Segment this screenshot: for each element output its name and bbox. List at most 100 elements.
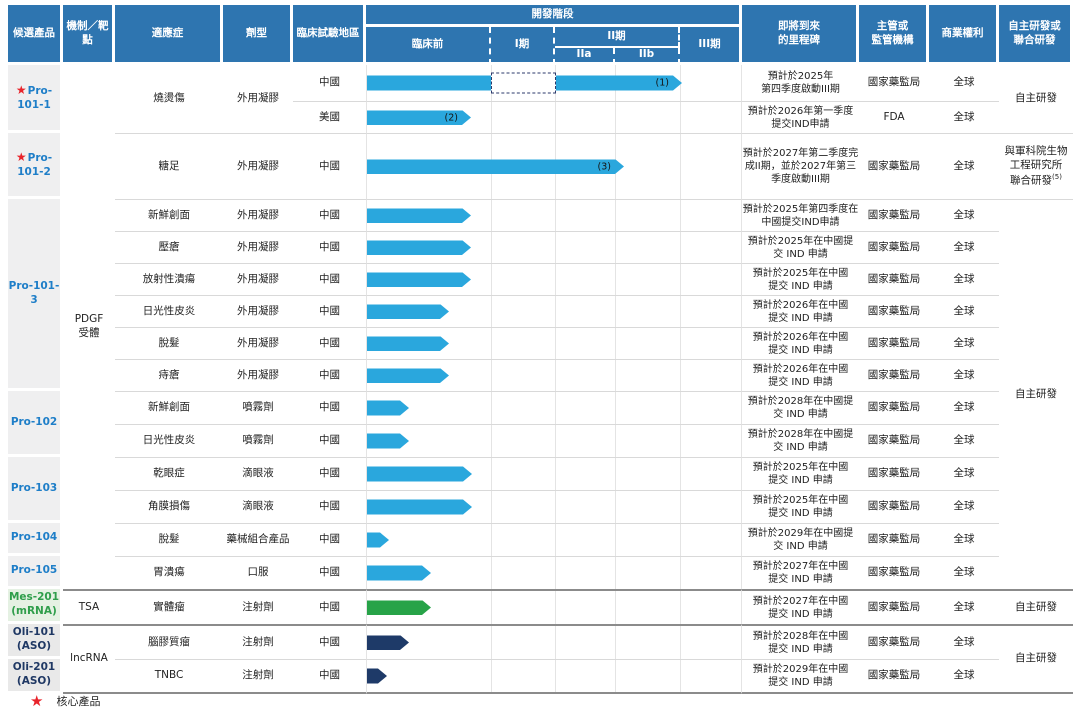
dosage-cell: 注射劑 — [223, 589, 293, 624]
agency-cell: 國家藥監局 — [859, 556, 929, 589]
header-stage-group: 開發階段 — [366, 5, 742, 27]
milestone-cell: 預計於2026年在中國 提交 IND 申請 — [742, 327, 859, 359]
indication-cell: TNBC — [115, 659, 223, 694]
bar-note: (3) — [597, 161, 611, 172]
dosage-cell: 注射劑 — [223, 624, 293, 659]
rights-cell: 全球 — [929, 589, 999, 624]
indication-cell: 放射性潰瘍 — [115, 263, 223, 295]
stage-track-cell — [366, 457, 742, 490]
rights-cell: 全球 — [929, 327, 999, 359]
rights-cell: 全球 — [929, 133, 999, 199]
rights-cell: 全球 — [929, 523, 999, 556]
milestone-cell: 預計於2025年在中國 提交 IND 申請 — [742, 490, 859, 523]
milestone-cell: 預計於2025年在中國提 交 IND 申請 — [742, 231, 859, 263]
header-phase1: I期 — [491, 27, 555, 65]
indication-cell: 壓瘡 — [115, 231, 223, 263]
product-name: Pro-102 — [10, 415, 58, 428]
core-product-star-icon: ★ — [15, 82, 27, 97]
rnd-cell: 自主研發 — [1015, 92, 1057, 105]
core-product-star-icon: ★ — [15, 149, 27, 164]
progress-bar — [367, 208, 471, 223]
rights-cell: 全球 — [929, 199, 999, 231]
core-product-star-icon: ★ — [30, 692, 44, 710]
agency-cell: 國家藥監局 — [859, 391, 929, 424]
milestone-cell: 預計於2025年在中國 提交 IND 申請 — [742, 457, 859, 490]
stage-track-cell — [366, 391, 742, 424]
stage-track-cell — [366, 424, 742, 457]
milestone-cell: 預計於2026年在中國 提交 IND 申請 — [742, 295, 859, 327]
region-cell: 中國 — [293, 327, 366, 359]
stage-track-cell: (2) — [366, 101, 742, 133]
progress-bar: (2) — [367, 110, 471, 125]
region-cell: 中國 — [319, 76, 340, 89]
joint-rnd-text: 與軍科院生物 工程研究所 聯合研發 — [1004, 145, 1068, 187]
dosage-cell: 外用凝膠 — [223, 199, 293, 231]
product-name: Mes-201 (mRNA) — [8, 591, 60, 617]
dosage-cell: 外用凝膠 — [223, 327, 293, 359]
region-cell: 中國 — [293, 659, 366, 694]
rights-cell: 全球 — [929, 624, 999, 659]
progress-bar — [367, 467, 472, 482]
dosage-cell: 外用凝膠 — [223, 295, 293, 327]
rights-cell: 全球 — [929, 457, 999, 490]
agency-cell: 國家藥監局 — [859, 624, 929, 659]
milestone-cell: 預計於2027年在中國 提交 IND 申請 — [742, 589, 859, 624]
progress-bar — [367, 336, 449, 351]
rights-cell: 全球 — [929, 359, 999, 391]
region-cell: 中國 — [293, 199, 366, 231]
indication-cell: 糖足 — [115, 133, 223, 199]
rights-cell: 全球 — [953, 76, 975, 89]
agency-cell: 國家藥監局 — [859, 659, 929, 694]
legend-label: 核心產品 — [56, 695, 101, 708]
agency-cell: 國家藥監局 — [859, 589, 929, 624]
stage-track-cell: (1) — [366, 65, 742, 101]
indication-cell: 燒燙傷 — [153, 92, 185, 105]
dosage-cell: 注射劑 — [223, 659, 293, 694]
header-agency: 主管或 監管機構 — [859, 5, 929, 65]
rights-cell: 全球 — [929, 391, 999, 424]
progress-bar — [367, 272, 471, 287]
agency-cell: 國家藥監局 — [867, 76, 921, 89]
indication-cell: 腦膠質瘤 — [115, 624, 223, 659]
header-rights: 商業權利 — [929, 5, 999, 65]
rnd-cell: 自主研發 — [999, 589, 1073, 624]
stage-track-cell — [366, 523, 742, 556]
region-cell: 美國 — [293, 101, 366, 133]
progress-bar — [367, 368, 449, 383]
product-name: Oli-201 (ASO) — [12, 661, 56, 687]
indication-cell: 脫髮 — [115, 523, 223, 556]
milestone-cell: 預計於2029年在中國 提交 IND 申請 — [742, 659, 859, 694]
stage-track-cell — [366, 589, 742, 624]
stage-track-cell — [366, 490, 742, 523]
progress-bar — [367, 600, 431, 615]
rnd-cell: 自主研發 — [999, 199, 1073, 589]
product-name: Pro-101-3 — [8, 279, 60, 306]
header-phase3: III期 — [680, 27, 742, 65]
stage-track-cell — [366, 659, 742, 694]
agency-cell: 國家藥監局 — [859, 457, 929, 490]
agency-cell: 國家藥監局 — [859, 295, 929, 327]
mechanism-pdgf: PDGF 受體 — [74, 313, 104, 339]
header-indication: 適應症 — [115, 5, 223, 65]
dosage-cell: 外用凝膠 — [237, 92, 279, 105]
progress-bar — [367, 401, 409, 416]
region-cell: 中國 — [293, 295, 366, 327]
agency-cell: 國家藥監局 — [859, 490, 929, 523]
pipeline-table: 候選產品 機制／靶點 適應症 劑型 臨床試驗地區 開發階段 即將到來 的里程碑 … — [8, 5, 1073, 694]
product-name: Pro-101-1 — [17, 84, 53, 111]
stage-track-cell — [366, 263, 742, 295]
rights-cell: 全球 — [929, 263, 999, 295]
rnd-cell: 自主研發 — [999, 624, 1073, 694]
milestone-cell: 預計於2027年第二季度完 成II期，並於2027年第三 季度啟動III期 — [742, 133, 859, 199]
milestone-cell: 預計於2028年在中國提 交 IND 申請 — [742, 424, 859, 457]
stage-track-cell: (3) — [366, 133, 742, 199]
progress-bar — [367, 669, 387, 684]
dosage-cell: 藥械組合產品 — [223, 523, 293, 556]
region-cell: 中國 — [293, 391, 366, 424]
agency-cell: 國家藥監局 — [859, 133, 929, 199]
dosage-cell: 噴霧劑 — [223, 424, 293, 457]
stage-track-cell — [366, 624, 742, 659]
dosage-cell: 噴霧劑 — [223, 391, 293, 424]
stage-track-cell — [366, 231, 742, 263]
progress-bar — [367, 434, 409, 449]
